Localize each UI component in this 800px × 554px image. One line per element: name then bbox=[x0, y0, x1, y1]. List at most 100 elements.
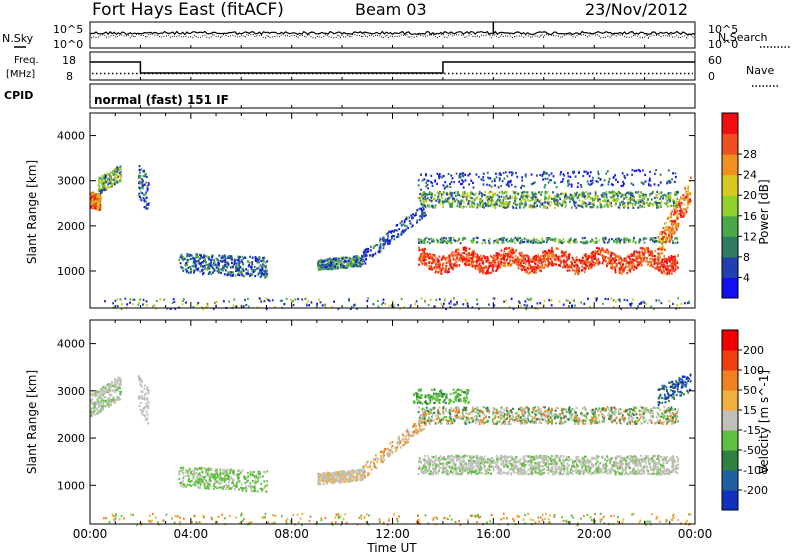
power-point-2901 bbox=[421, 241, 424, 244]
velocity-point-109 bbox=[108, 383, 110, 386]
power-point-1464 bbox=[424, 263, 426, 266]
power-point-3251 bbox=[525, 203, 527, 206]
power-point-353 bbox=[139, 195, 141, 198]
power-point-3521 bbox=[589, 196, 592, 199]
power-point-3661 bbox=[606, 200, 609, 203]
power-point-3659 bbox=[497, 198, 499, 201]
power-point-2196 bbox=[563, 251, 566, 255]
power-point-1028 bbox=[337, 257, 340, 260]
power-point-3432 bbox=[508, 201, 511, 204]
power-point-3536 bbox=[655, 204, 658, 207]
power-point-2782 bbox=[494, 239, 497, 242]
power-point-4281 bbox=[675, 228, 678, 231]
power-ytick-label-0: 1000 bbox=[57, 265, 85, 278]
power-point-4488 bbox=[638, 302, 641, 306]
power-point-2895 bbox=[531, 239, 533, 242]
power-point-4410 bbox=[487, 303, 490, 306]
power-point-4388 bbox=[569, 301, 571, 304]
power-point-1053 bbox=[337, 266, 339, 269]
power-point-2889 bbox=[604, 236, 607, 239]
power-point-2773 bbox=[643, 241, 646, 244]
power-point-3858 bbox=[623, 175, 626, 178]
power-point-3709 bbox=[645, 195, 647, 198]
power-point-3715 bbox=[548, 196, 551, 199]
power-point-3928 bbox=[589, 180, 592, 183]
power-point-3327 bbox=[656, 190, 659, 193]
power-ytick-label-1: 2000 bbox=[57, 220, 85, 233]
power-point-3133 bbox=[654, 202, 657, 205]
power-point-2610 bbox=[502, 264, 504, 267]
power-point-1775 bbox=[490, 271, 493, 274]
velocity-point-230 bbox=[144, 393, 146, 396]
power-point-3612 bbox=[581, 205, 583, 208]
power-point-1109 bbox=[363, 249, 366, 252]
power-point-469 bbox=[257, 272, 260, 275]
power-point-3592 bbox=[475, 197, 478, 200]
power-point-507 bbox=[261, 263, 264, 266]
power-point-2722 bbox=[448, 240, 451, 243]
power-point-4440 bbox=[632, 298, 635, 301]
power-point-2829 bbox=[611, 238, 613, 241]
power-point-3811 bbox=[454, 194, 457, 197]
power-point-3471 bbox=[605, 193, 608, 196]
power-point-2249 bbox=[500, 249, 503, 252]
power-point-1215 bbox=[382, 240, 385, 243]
power-point-2487 bbox=[454, 254, 457, 257]
power-point-3868 bbox=[542, 178, 544, 181]
power-point-2995 bbox=[641, 199, 644, 202]
power-point-642 bbox=[227, 271, 230, 274]
power-point-2061 bbox=[493, 264, 496, 267]
power-point-3859 bbox=[524, 173, 527, 176]
power-point-3882 bbox=[502, 171, 505, 174]
power-point-1186 bbox=[405, 216, 408, 219]
power-point-2882 bbox=[529, 240, 532, 243]
power-point-650 bbox=[239, 255, 241, 259]
power-point-2411 bbox=[560, 260, 563, 263]
power-point-4423 bbox=[120, 307, 123, 311]
power-point-661 bbox=[239, 271, 242, 274]
power-point-3234 bbox=[524, 191, 527, 194]
velocity-point-224 bbox=[139, 408, 142, 411]
power-point-4511 bbox=[476, 298, 478, 301]
power-point-4032 bbox=[547, 181, 550, 184]
power-point-3919 bbox=[567, 175, 570, 178]
power-point-4477 bbox=[414, 303, 417, 306]
power-point-1763 bbox=[647, 247, 649, 250]
power-point-3434 bbox=[436, 191, 439, 194]
power-point-2486 bbox=[465, 247, 468, 250]
power-point-3838 bbox=[564, 200, 566, 204]
power-point-2750 bbox=[456, 240, 459, 243]
power-point-892 bbox=[327, 267, 329, 270]
power-point-4043 bbox=[544, 171, 546, 175]
power-point-656 bbox=[218, 268, 220, 272]
power-point-2934 bbox=[615, 240, 618, 243]
power-point-3886 bbox=[622, 180, 624, 183]
power-point-2854 bbox=[502, 239, 505, 242]
power-point-2724 bbox=[545, 241, 548, 244]
power-point-3321 bbox=[501, 192, 504, 195]
power-point-4007 bbox=[620, 184, 623, 188]
power-point-2900 bbox=[481, 242, 483, 245]
power-point-287 bbox=[105, 187, 108, 190]
power-point-1882 bbox=[543, 266, 545, 269]
power-point-281 bbox=[100, 177, 103, 180]
power-point-3842 bbox=[556, 195, 559, 198]
power-point-1601 bbox=[654, 250, 657, 253]
power-point-3929 bbox=[648, 182, 650, 185]
power-point-1985 bbox=[601, 262, 604, 265]
power-point-4314 bbox=[682, 211, 684, 215]
power-point-2131 bbox=[632, 254, 635, 257]
power-point-2615 bbox=[509, 256, 511, 259]
power-point-2209 bbox=[550, 254, 553, 257]
power-point-2561 bbox=[666, 264, 669, 267]
velocity-point-135 bbox=[104, 400, 107, 403]
power-point-1088 bbox=[379, 245, 382, 248]
power-point-1721 bbox=[663, 257, 666, 260]
power-point-2269 bbox=[476, 255, 479, 258]
power-point-4029 bbox=[459, 173, 461, 176]
power-point-3179 bbox=[434, 206, 437, 209]
power-point-1874 bbox=[452, 256, 455, 259]
power-point-3927 bbox=[552, 175, 555, 178]
power-point-724 bbox=[185, 268, 187, 271]
power-point-315 bbox=[105, 174, 107, 177]
